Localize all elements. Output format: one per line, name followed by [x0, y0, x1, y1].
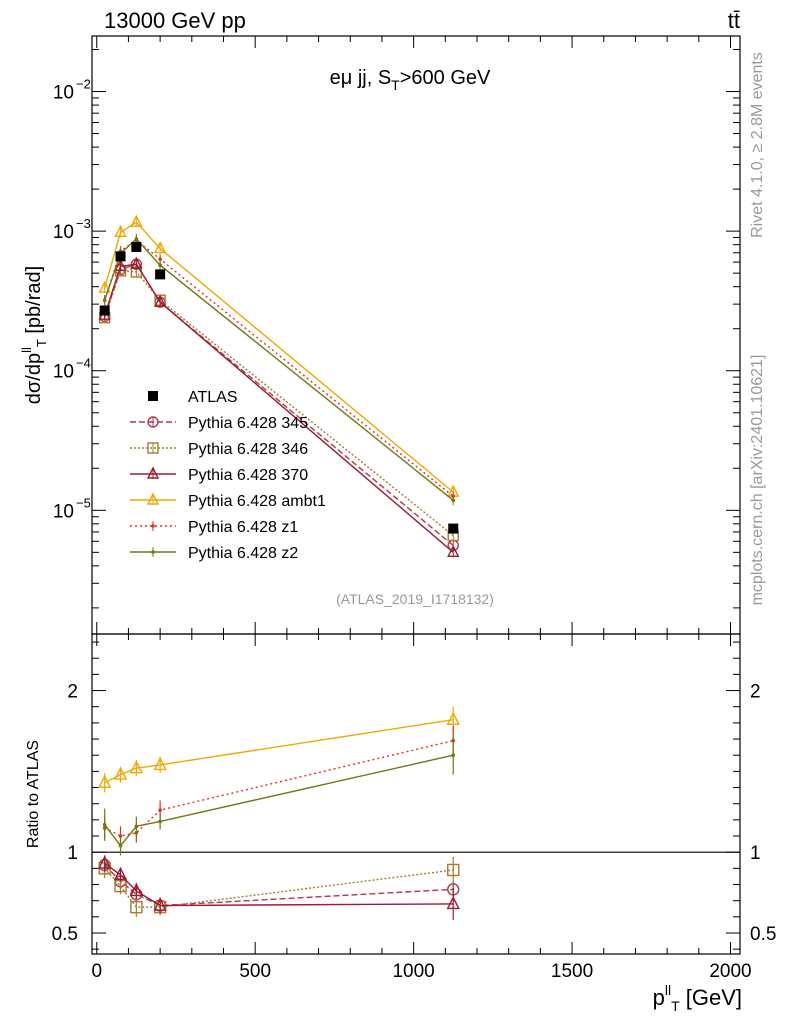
ratio-tick-label-right: 0.5 — [750, 924, 776, 945]
legend-label: Pythia 6.428 z1 — [188, 519, 298, 536]
ratio-tick-label: 1 — [67, 843, 78, 864]
ratio-line — [104, 864, 454, 907]
ratio-tick-label: 0.5 — [52, 924, 78, 945]
data-point — [448, 523, 459, 534]
y-tick-label: 10 — [53, 83, 74, 104]
legend-marker-data — [148, 391, 158, 401]
ratio-marker — [113, 766, 128, 780]
ratio-tick-label-right: 1 — [750, 843, 761, 864]
ratio-line — [104, 862, 454, 907]
x-tick-label: 1000 — [392, 961, 434, 982]
ratio-line — [104, 867, 454, 908]
legend-marker — [147, 442, 159, 454]
legend-marker — [151, 524, 155, 528]
y-tick-label: 10 — [53, 501, 74, 522]
legend-marker — [146, 466, 160, 479]
ratio-series-ambt1 — [98, 706, 460, 793]
series-marker — [98, 280, 111, 293]
ratio-marker — [153, 756, 167, 771]
ratio-marker — [98, 855, 112, 869]
legend-label: Pythia 6.428 346 — [188, 441, 308, 458]
ratio-y-axis-label: Ratio to ATLAS — [25, 740, 42, 848]
legend: ATLAS Pythia 6.428 345 Pythia 6.428 346 Pyt… — [130, 389, 326, 562]
ratio-marker — [451, 753, 456, 758]
ratio-marker — [134, 824, 139, 829]
y-tick-exponent: −3 — [76, 216, 91, 231]
legend-label: Pythia 6.428 ambt1 — [188, 493, 326, 510]
data-point — [99, 305, 110, 316]
x-tick-label: 2000 — [709, 961, 751, 982]
legend-marker — [151, 550, 155, 554]
ratio-series-z1 — [102, 726, 456, 846]
main-series — [98, 214, 460, 558]
series-marker — [447, 544, 460, 558]
ratio-marker — [447, 863, 460, 877]
ratio-series — [98, 706, 460, 921]
ratio-marker — [446, 895, 460, 910]
ratio-marker — [130, 900, 143, 914]
ratio-tick-label-right: 2 — [750, 682, 761, 703]
y-axis-label: dσ/dpllT [pb/rad] — [19, 266, 49, 404]
series-marker — [114, 258, 127, 271]
legend-marker — [146, 492, 160, 505]
y-tick-exponent: −4 — [76, 356, 91, 371]
ratio-marker — [158, 819, 162, 824]
ratio-marker — [118, 843, 123, 848]
y-tick-exponent: −2 — [76, 77, 91, 92]
ratio-tick-label: 2 — [67, 682, 78, 703]
series-marker — [451, 498, 456, 503]
series-ambt1 — [98, 214, 460, 498]
mcplots-label: mcplots.cern.ch [arXiv:2401.10621] — [749, 355, 766, 606]
legend-label: Pythia 6.428 z2 — [188, 545, 298, 562]
x-axis-label: pllT [GeV] — [653, 982, 742, 1014]
x-tick-label: 1500 — [551, 961, 593, 982]
ratio-line — [104, 718, 454, 784]
ratio-series-346 — [98, 857, 460, 917]
legend-label: Pythia 6.428 345 — [188, 415, 308, 432]
legend-label: ATLAS — [188, 389, 238, 406]
legend-marker — [147, 416, 159, 428]
plot-title: eμ jj, ST>600 GeV — [330, 67, 491, 93]
series-marker — [114, 224, 127, 238]
data-point — [115, 251, 126, 262]
data-point — [155, 269, 166, 280]
series-marker — [153, 241, 167, 254]
series-370 — [98, 256, 460, 558]
header-left: 13000 GeV pp — [104, 8, 246, 33]
series-marker — [158, 263, 162, 268]
ratio-marker — [158, 808, 162, 812]
y-tick-label: 10 — [53, 222, 74, 243]
header-right: tt̄ — [728, 8, 740, 33]
ratio-line — [104, 739, 454, 837]
data-point — [131, 241, 142, 252]
ratio-marker — [102, 822, 107, 827]
analysis-id: (ATLAS_2019_I1718132) — [336, 591, 494, 607]
series-marker — [130, 214, 143, 227]
ratio-series-370 — [98, 855, 460, 921]
rivet-label: Rivet 4.1.0, ≥ 2.8M events — [749, 52, 766, 238]
ratio-series-z2 — [102, 735, 456, 856]
series-atlas-data — [99, 241, 459, 534]
series-marker — [158, 257, 162, 261]
legend-label: Pythia 6.428 370 — [188, 467, 308, 484]
ratio-marker — [153, 897, 167, 911]
y-tick-label: 10 — [53, 362, 74, 383]
ratio-marker — [129, 760, 143, 774]
y-tick-exponent: −5 — [76, 495, 91, 510]
ratio-marker — [98, 774, 112, 788]
ratio-panel-frame — [91, 633, 741, 955]
series-marker — [102, 298, 107, 303]
ratio-marker — [113, 866, 128, 881]
ratio-marker — [446, 711, 460, 725]
series-marker — [153, 294, 167, 307]
series-marker — [130, 256, 143, 269]
x-tick-label: 0 — [91, 961, 102, 982]
ratio-marker — [129, 882, 143, 897]
x-tick-label: 500 — [239, 961, 271, 982]
series-marker — [134, 237, 139, 241]
